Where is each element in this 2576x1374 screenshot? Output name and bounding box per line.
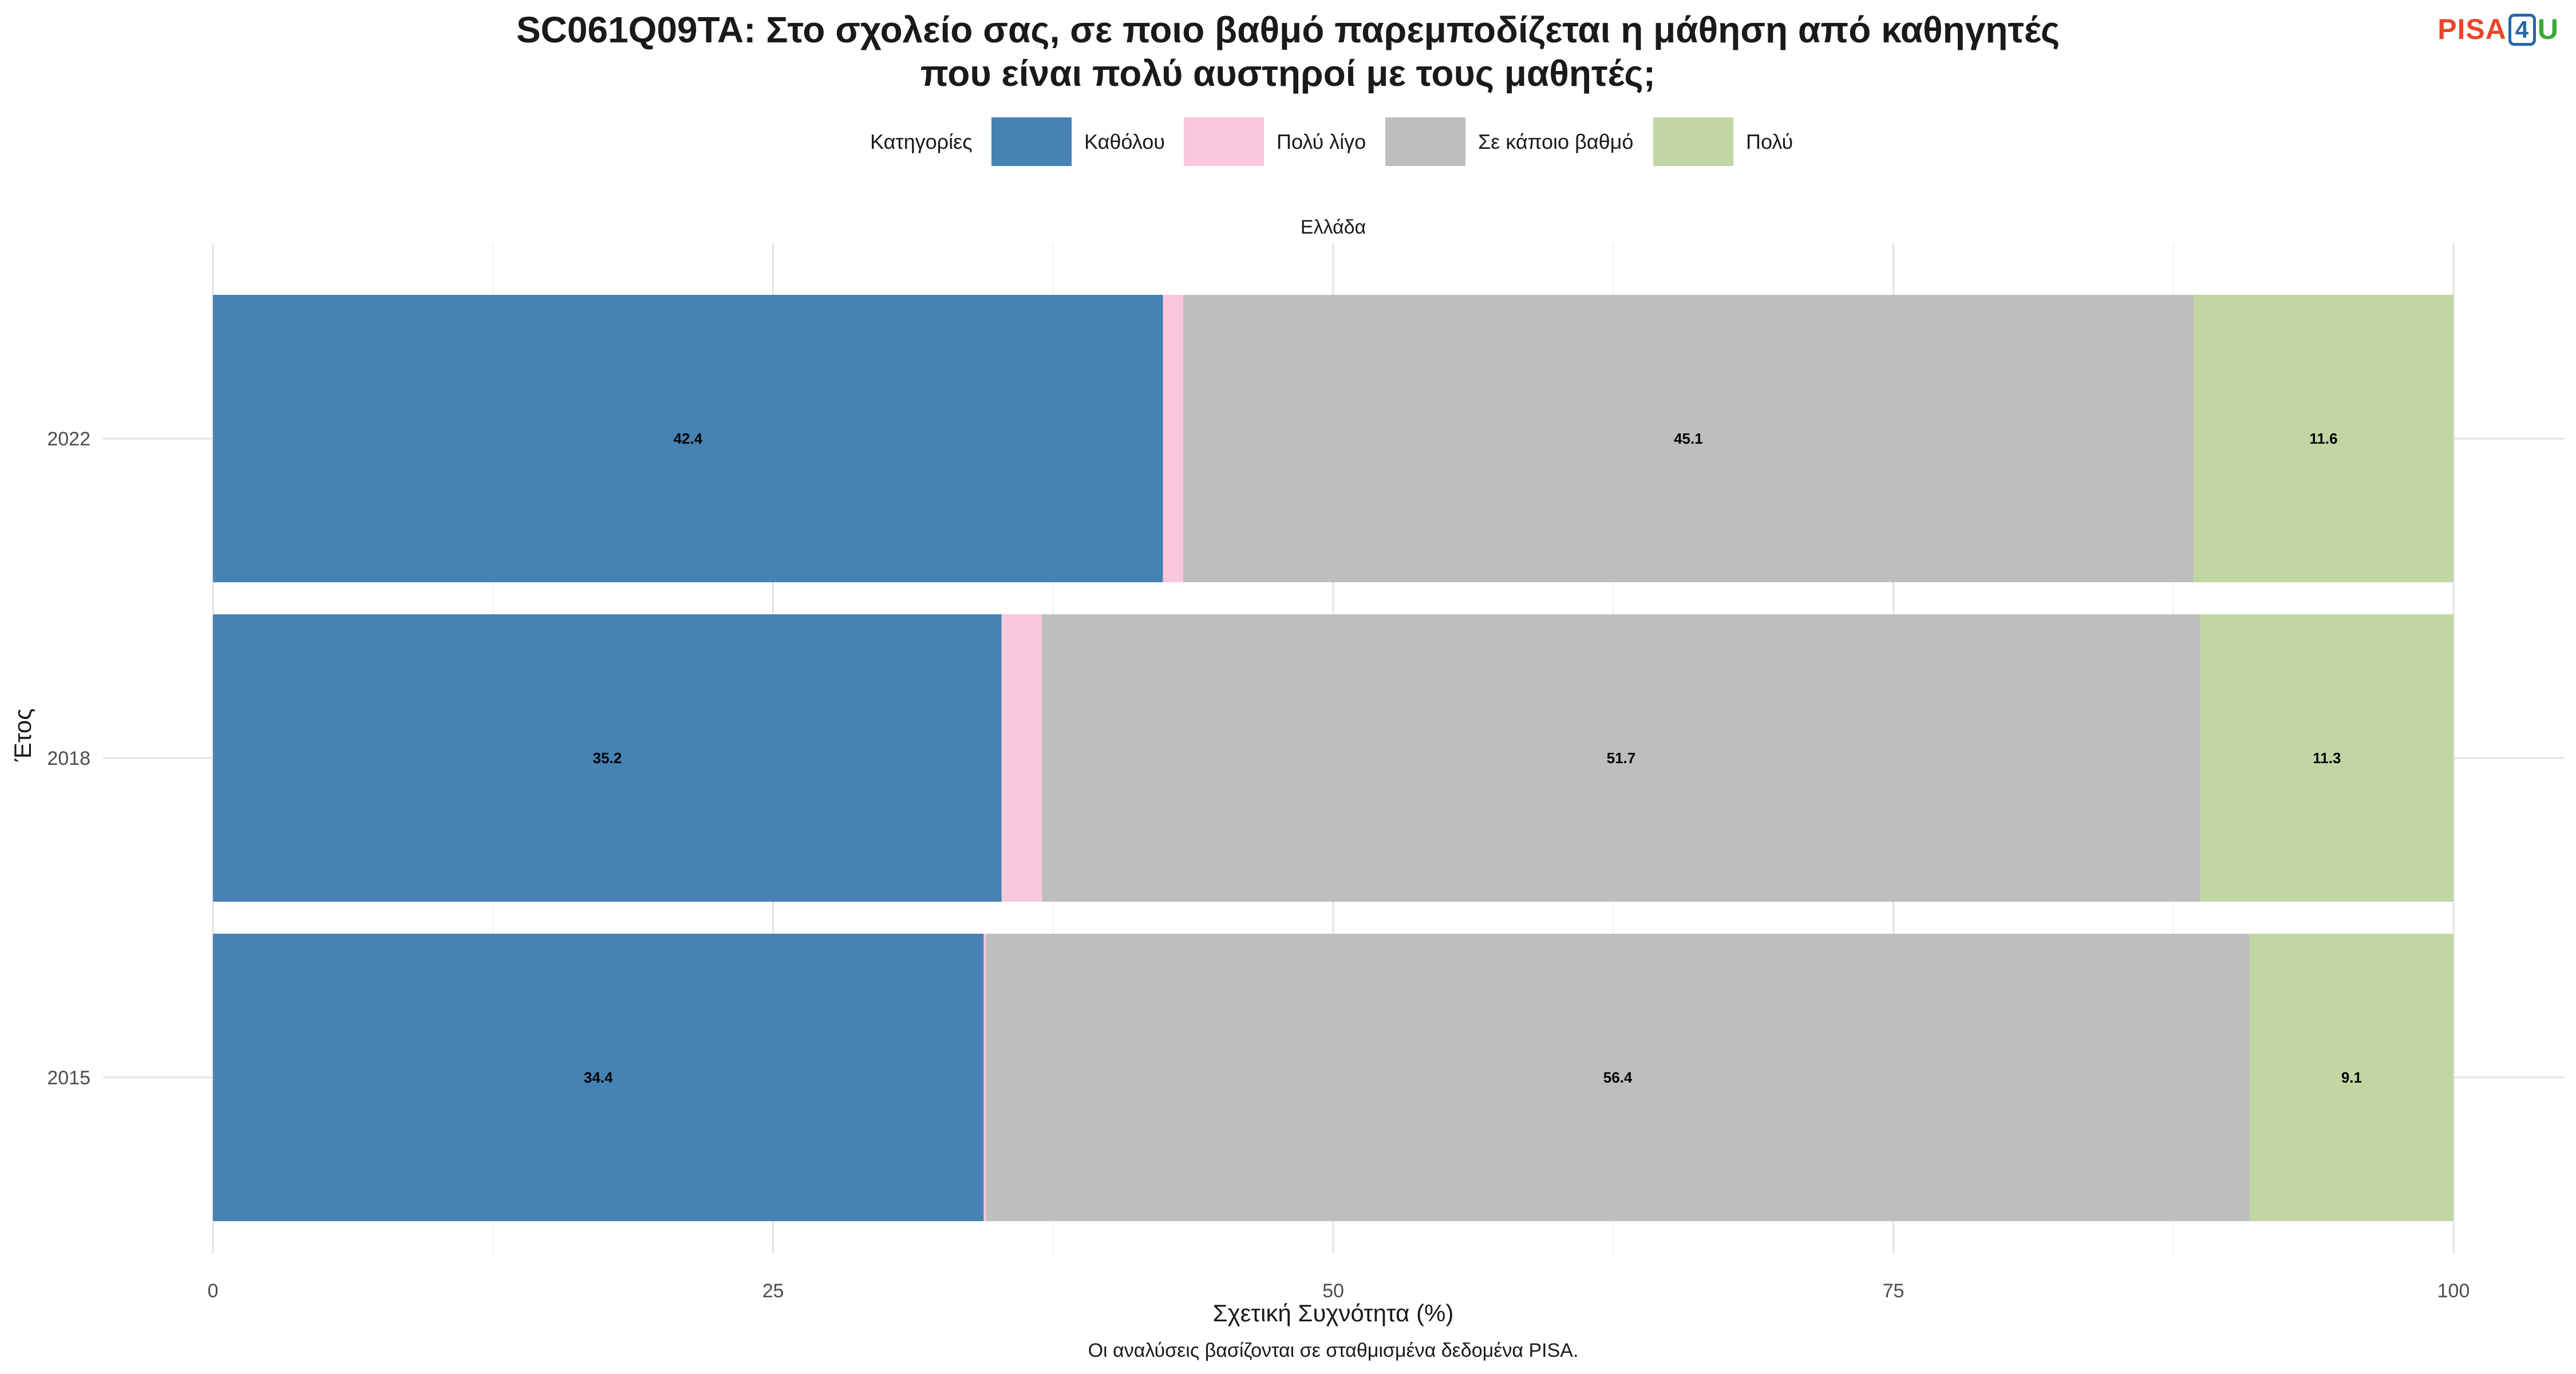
- bar-segment: [213, 614, 1002, 902]
- bar-value-label: 11.3: [2313, 749, 2341, 767]
- legend-swatch-poly: [1653, 117, 1733, 166]
- legend-label-kathólou: Καθόλου: [1084, 130, 1165, 153]
- legend-swatch-kathólou: [991, 117, 1072, 166]
- x-tick-label: 25: [762, 1280, 784, 1302]
- x-tick-label: 75: [1883, 1280, 1905, 1302]
- bar-value-label: 51.7: [1607, 749, 1636, 767]
- x-tick-label: 0: [208, 1280, 219, 1302]
- legend-label-poly: Πολύ: [1746, 130, 1793, 153]
- bar-segment: [983, 934, 986, 1221]
- legend-title: Κατηγορίες: [870, 130, 973, 153]
- bar-segment: [213, 934, 984, 1221]
- bar-segment: [1042, 614, 2200, 902]
- y-axis-label: Έτος: [9, 708, 36, 761]
- legend-label-se-kapoio-vathmo: Σε κάποιο βαθμό: [1478, 130, 1634, 153]
- bar-value-label: 34.4: [584, 1069, 613, 1086]
- bar-value-label: 9.1: [2341, 1069, 2362, 1086]
- caption: Οι αναλύσεις βασίζονται σε σταθμισμένα δ…: [1088, 1340, 1579, 1361]
- x-tick-label: 50: [1322, 1280, 1344, 1302]
- legend-swatch-poly-ligo: [1184, 117, 1264, 166]
- bar-segment: [1163, 295, 1183, 582]
- x-axis-label: Σχετική Συχνότητα (%): [1212, 1300, 1454, 1326]
- pisa4u-logo: PISA 4 U: [2437, 13, 2559, 46]
- bar-segment: [2193, 295, 2453, 582]
- bar-value-label: 56.4: [1603, 1069, 1633, 1086]
- bar-segment: [986, 934, 2250, 1221]
- legend: Κατηγορίες Καθόλου Πολύ λίγο Σε κάποιο β…: [0, 117, 2576, 166]
- chart-title-line1: SC061Q09TA: Στο σχολείο σας, σε ποιο βαθ…: [516, 9, 2060, 50]
- y-tick-label: 2022: [47, 428, 90, 450]
- legend-swatch-se-kapoio-vathmo: [1385, 117, 1465, 166]
- bar-segment: [2200, 614, 2453, 902]
- bar-value-label: 11.6: [2309, 430, 2337, 447]
- facet-label: Ελλάδα: [1300, 216, 1366, 238]
- logo-four-badge: 4: [2508, 14, 2536, 46]
- y-tick-label: 2015: [47, 1067, 90, 1089]
- y-tick-label: 2018: [47, 748, 90, 769]
- bar-segment: [1183, 295, 2194, 582]
- bar-value-label: 42.4: [673, 430, 702, 447]
- logo-pisa-text: PISA: [2437, 13, 2507, 45]
- bar-segment: [213, 295, 1163, 582]
- bar-segment: [1001, 614, 1042, 902]
- bar-value-label: 45.1: [1674, 430, 1703, 447]
- logo-u-text: U: [2537, 13, 2559, 45]
- legend-label-poly-ligo: Πολύ λίγο: [1277, 130, 1366, 153]
- x-tick-label: 100: [2437, 1280, 2470, 1302]
- bar-segment: [2249, 934, 2453, 1221]
- chart-title-line2: που είναι πολύ αυστηροί με τους μαθητές;: [920, 53, 1656, 94]
- bar-value-label: 35.2: [593, 749, 622, 767]
